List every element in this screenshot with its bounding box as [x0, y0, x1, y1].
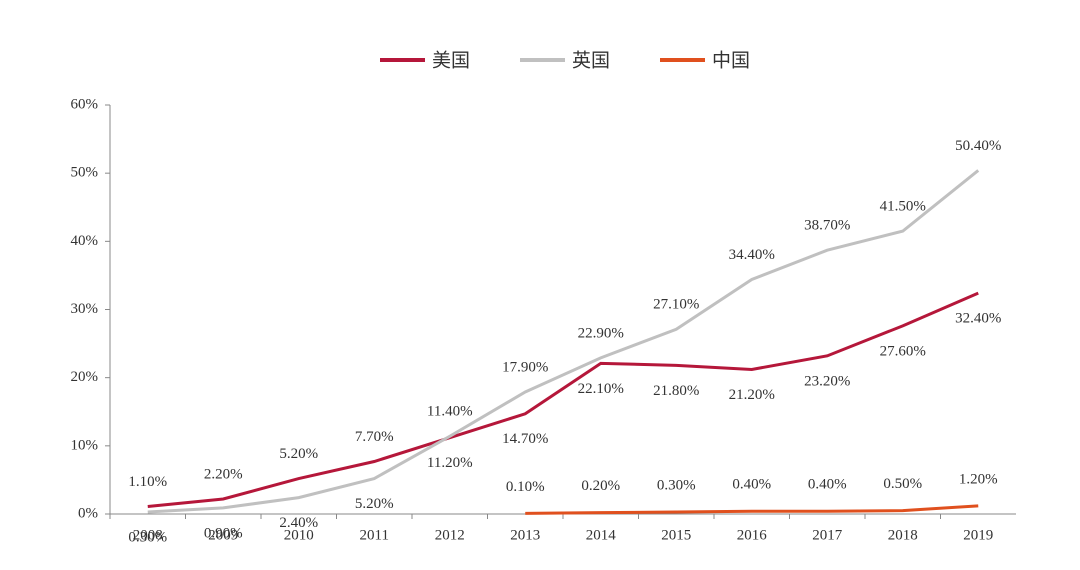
- data-label: 32.40%: [955, 311, 1001, 327]
- data-label: 21.80%: [653, 383, 699, 399]
- data-label: 1.10%: [128, 474, 167, 490]
- data-label: 22.90%: [578, 325, 624, 341]
- y-tick-label: 40%: [71, 233, 99, 249]
- x-tick-label: 2018: [888, 527, 918, 543]
- x-tick-label: 2017: [812, 527, 843, 543]
- data-label: 11.20%: [427, 455, 473, 471]
- x-tick-label: 2008: [133, 527, 163, 543]
- data-label: 0.50%: [883, 476, 922, 492]
- data-label: 22.10%: [578, 381, 624, 397]
- data-label: 21.20%: [729, 387, 775, 403]
- data-label: 0.40%: [808, 477, 847, 493]
- data-label: 50.40%: [955, 138, 1001, 154]
- y-tick-label: 20%: [71, 369, 99, 385]
- data-label: 11.40%: [427, 404, 473, 420]
- data-label: 0.20%: [581, 478, 620, 494]
- x-tick-label: 2010: [284, 527, 314, 543]
- data-label: 5.20%: [355, 496, 394, 512]
- line-series: [525, 504, 979, 515]
- data-label: 2.20%: [204, 466, 243, 482]
- data-label: 7.70%: [355, 429, 394, 445]
- y-tick-label: 50%: [71, 165, 99, 181]
- x-tick-label: 2013: [510, 527, 540, 543]
- data-label: 1.20%: [959, 471, 998, 487]
- line-series: [147, 169, 980, 514]
- data-label: 0.30%: [657, 477, 696, 493]
- data-label: 41.50%: [880, 199, 926, 215]
- x-tick-label: 2009: [208, 527, 238, 543]
- legend-label: 英国: [572, 50, 610, 72]
- y-tick-label: 10%: [71, 437, 99, 453]
- x-tick-label: 2011: [360, 527, 389, 543]
- data-label: 0.30%: [128, 529, 167, 545]
- y-tick-label: 60%: [71, 96, 99, 112]
- data-label: 23.20%: [804, 373, 850, 389]
- legend-label: 美国: [432, 50, 470, 72]
- data-label: 27.60%: [880, 343, 926, 359]
- x-tick-label: 2012: [435, 527, 465, 543]
- x-tick-label: 2014: [586, 527, 617, 543]
- data-label: 14.70%: [502, 431, 548, 447]
- data-label: 0.90%: [204, 525, 243, 541]
- y-tick-label: 30%: [71, 301, 99, 317]
- legend-label: 中国: [712, 50, 750, 72]
- x-tick-label: 2015: [661, 527, 691, 543]
- line-series: [147, 291, 979, 508]
- data-label: 2.40%: [279, 515, 318, 531]
- x-tick-label: 2019: [963, 527, 993, 543]
- y-tick-label: 0%: [78, 505, 98, 521]
- data-label: 0.10%: [506, 479, 545, 495]
- data-label: 5.20%: [279, 446, 318, 462]
- x-tick-label: 2016: [737, 527, 768, 543]
- data-label: 27.10%: [653, 297, 699, 313]
- data-label: 17.90%: [502, 359, 548, 375]
- data-label: 34.40%: [729, 247, 775, 263]
- data-label: 0.40%: [732, 477, 771, 493]
- data-label: 38.70%: [804, 218, 850, 234]
